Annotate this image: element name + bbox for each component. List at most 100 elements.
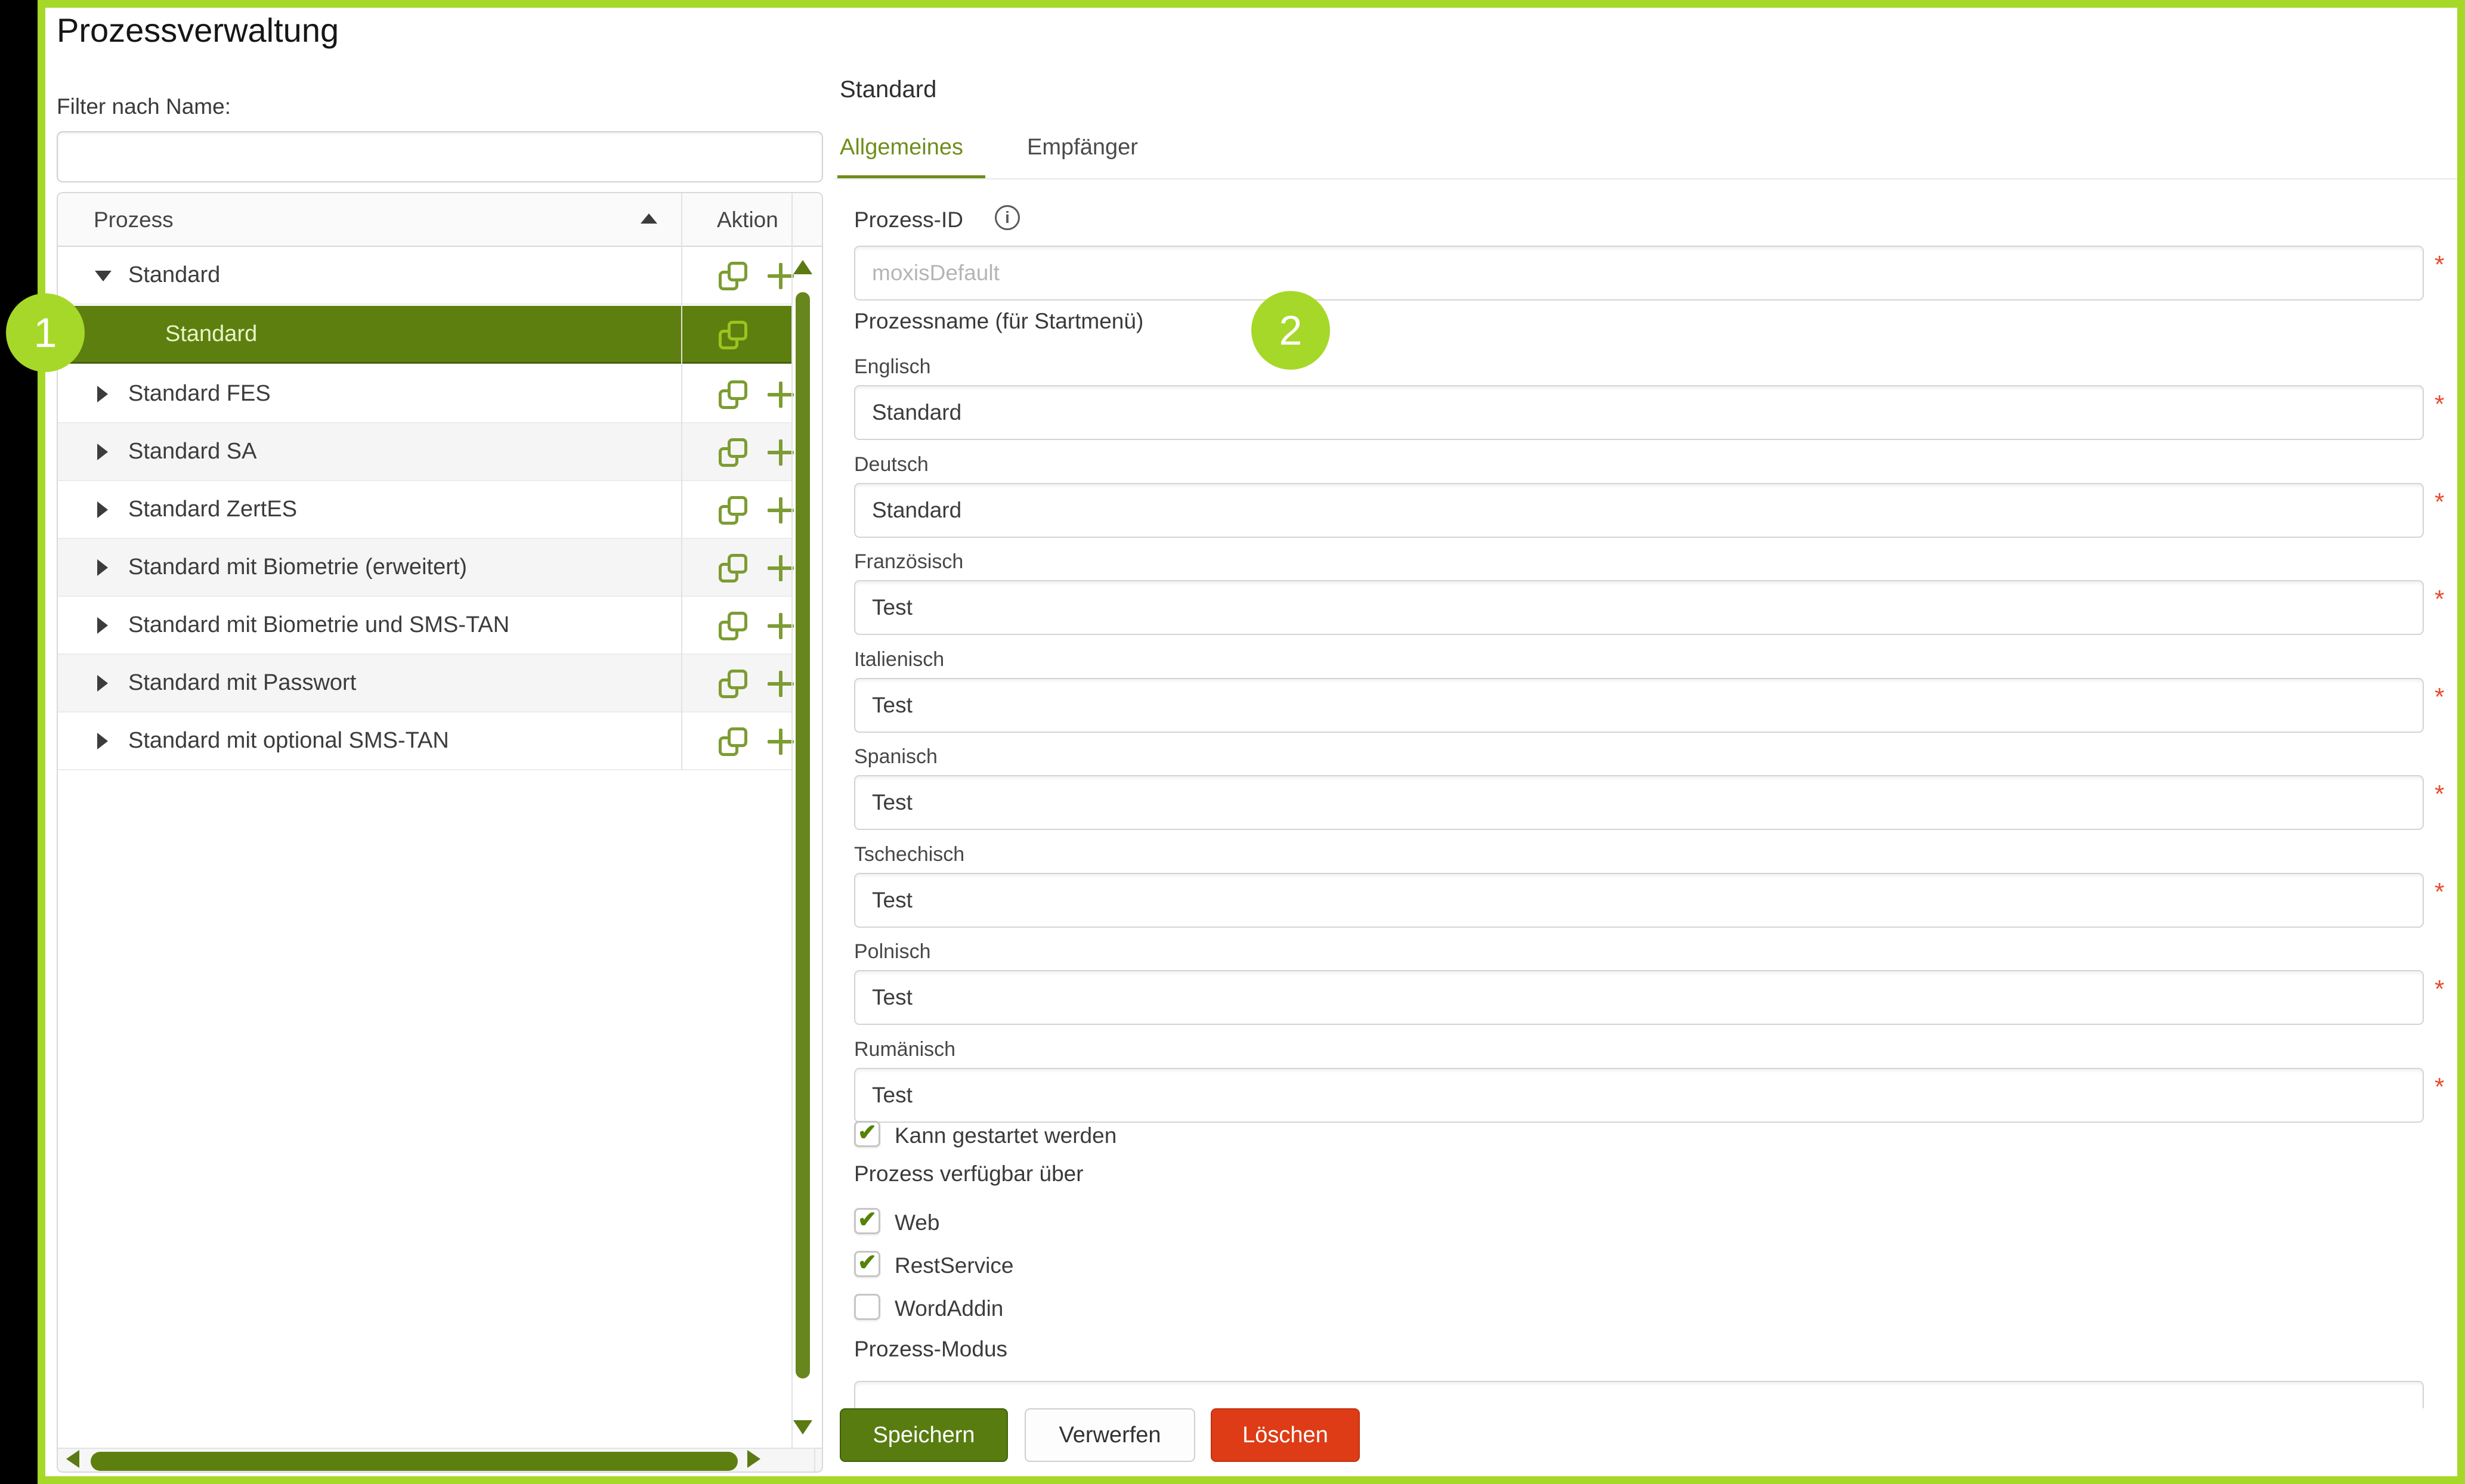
copy-icon[interactable] — [719, 262, 747, 290]
add-icon[interactable] — [768, 497, 794, 523]
scroll-right-icon[interactable] — [747, 1450, 760, 1468]
checkmark-icon: ✔ — [858, 1250, 877, 1275]
row-label: Standard — [165, 321, 258, 346]
required-marker: * — [2435, 878, 2445, 906]
copy-icon[interactable] — [719, 727, 747, 756]
required-marker: * — [2435, 390, 2445, 418]
add-icon[interactable] — [768, 613, 794, 639]
copy-icon[interactable] — [719, 496, 747, 525]
scroll-up-icon[interactable] — [793, 260, 812, 274]
table-row[interactable]: Standard mit Biometrie (erweitert) — [58, 539, 794, 597]
expand-arrow-icon[interactable] — [97, 501, 108, 518]
add-icon[interactable] — [768, 671, 794, 697]
tab-separator — [835, 178, 2457, 179]
required-marker: * — [2435, 585, 2445, 613]
expand-arrow-icon[interactable] — [97, 617, 108, 634]
vertical-scrollbar-thumb[interactable] — [796, 292, 810, 1378]
expand-arrow-icon[interactable] — [97, 733, 108, 749]
copy-icon[interactable] — [719, 554, 747, 583]
lang-input-deutsch[interactable] — [854, 483, 2424, 538]
table-row[interactable]: Standard mit Biometrie und SMS-TAN — [58, 597, 794, 655]
lang-input-italienisch[interactable] — [854, 678, 2424, 733]
expand-arrow-icon[interactable] — [97, 444, 108, 460]
prozess-modus-label: Prozess-Modus — [854, 1337, 1008, 1361]
collapse-arrow-icon[interactable] — [95, 271, 112, 281]
sort-ascending-icon[interactable] — [641, 213, 657, 224]
row-label: Standard FES — [128, 381, 271, 406]
lang-input-tschechisch[interactable] — [854, 873, 2424, 928]
add-icon[interactable] — [768, 263, 794, 289]
expand-arrow-icon[interactable] — [97, 386, 108, 402]
discard-button[interactable]: Verwerfen — [1025, 1408, 1195, 1462]
copy-icon[interactable] — [719, 438, 747, 467]
copy-icon[interactable] — [719, 321, 747, 349]
checkmark-icon: ✔ — [858, 1207, 877, 1232]
column-divider — [681, 193, 682, 770]
horizontal-scrollbar-thumb[interactable] — [91, 1452, 738, 1471]
lang-input-polnisch[interactable] — [854, 970, 2424, 1025]
lang-label-spanisch: Spanisch — [854, 745, 938, 768]
table-row[interactable]: Standard mit Passwort — [58, 655, 794, 712]
checkbox-label: Web — [895, 1210, 940, 1235]
prozess-id-input[interactable] — [854, 246, 2424, 300]
checkbox-kann-gestartet[interactable]: ✔ — [854, 1121, 880, 1147]
add-icon[interactable] — [768, 555, 794, 581]
save-button[interactable]: Speichern — [840, 1408, 1008, 1462]
lang-input-rumaenisch[interactable] — [854, 1068, 2424, 1123]
table-row[interactable]: Standard SA — [58, 423, 794, 481]
scrollbar-divider — [791, 193, 793, 1448]
tab-empfaenger[interactable]: Empfänger — [1027, 135, 1138, 160]
required-marker: * — [2435, 488, 2445, 516]
table-row[interactable]: Standard mit optional SMS-TAN — [58, 712, 794, 770]
row-label: Standard mit Biometrie (erweitert) — [128, 554, 468, 580]
filter-label: Filter nach Name: — [57, 94, 231, 119]
copy-icon[interactable] — [719, 380, 747, 409]
expand-arrow-icon[interactable] — [97, 559, 108, 576]
prozessname-label: Prozessname (für Startmenü) — [854, 309, 1144, 333]
table-row[interactable]: Standard FES — [58, 365, 794, 423]
lang-input-franzoesisch[interactable] — [854, 580, 2424, 635]
row-label: Standard mit optional SMS-TAN — [128, 728, 449, 753]
row-label: Standard mit Passwort — [128, 670, 357, 695]
prozess-modus-select[interactable] — [854, 1381, 2424, 1408]
prozess-id-label: Prozess-ID — [854, 207, 963, 232]
delete-button[interactable]: Löschen — [1211, 1408, 1360, 1462]
lang-label-tschechisch: Tschechisch — [854, 843, 965, 866]
checkbox-label: WordAddin — [895, 1296, 1004, 1321]
copy-icon[interactable] — [719, 670, 747, 698]
scroll-down-icon[interactable] — [793, 1420, 812, 1435]
add-icon[interactable] — [768, 382, 794, 408]
column-header-prozess[interactable]: Prozess — [94, 207, 174, 232]
checkmark-icon: ✔ — [858, 1120, 877, 1145]
row-label: Standard ZertES — [128, 497, 298, 522]
add-icon[interactable] — [768, 439, 794, 466]
checkbox-restservice[interactable]: ✔ — [854, 1251, 880, 1277]
info-icon[interactable]: i — [995, 205, 1020, 230]
lang-label-englisch: Englisch — [854, 355, 931, 378]
scrollbar-corner-divider — [814, 1448, 815, 1471]
horizontal-scrollbar[interactable] — [58, 1448, 822, 1471]
lang-label-polnisch: Polnisch — [854, 940, 931, 963]
tab-allgemeines[interactable]: Allgemeines — [840, 135, 963, 160]
copy-icon[interactable] — [719, 612, 747, 640]
row-label: Standard — [128, 262, 221, 287]
table-row[interactable]: Standard — [58, 247, 794, 305]
annotation-badge-2: 2 — [1251, 291, 1330, 370]
row-label: Standard mit Biometrie und SMS-TAN — [128, 612, 510, 637]
expand-arrow-icon[interactable] — [97, 675, 108, 692]
checkbox-web[interactable]: ✔ — [854, 1208, 880, 1234]
add-icon[interactable] — [768, 729, 794, 755]
table-row[interactable]: Standard ZertES — [58, 481, 794, 539]
scroll-left-icon[interactable] — [66, 1450, 79, 1468]
checkbox-wordaddin[interactable] — [854, 1294, 880, 1320]
table-row-selected[interactable]: Standard — [58, 306, 791, 364]
page-title: Prozessverwaltung — [57, 11, 339, 49]
filter-input[interactable] — [57, 131, 823, 182]
lang-input-spanisch[interactable] — [854, 775, 2424, 830]
detail-heading: Standard — [840, 76, 937, 103]
checkbox-label: Kann gestartet werden — [895, 1123, 1117, 1148]
active-tab-underline — [837, 175, 985, 179]
annotation-badge-1: 1 — [6, 293, 85, 372]
lang-input-englisch[interactable] — [854, 385, 2424, 440]
lang-label-rumaenisch: Rumänisch — [854, 1038, 956, 1061]
